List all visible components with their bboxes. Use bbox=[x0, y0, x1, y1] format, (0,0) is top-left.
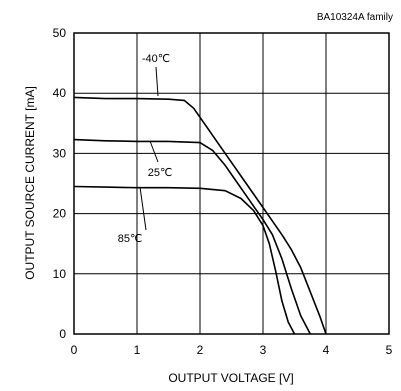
annotation-leader bbox=[155, 66, 159, 97]
series-line bbox=[73, 96, 327, 335]
grid bbox=[74, 33, 389, 334]
y-axis-label: OUTPUT SOURCE CURRENT [mA] bbox=[23, 86, 37, 280]
annotation-leader bbox=[149, 140, 159, 163]
series-label: -40℃ bbox=[142, 53, 170, 65]
x-tick-label: 0 bbox=[71, 343, 78, 357]
x-axis-label: OUTPUT VOLTAGE [V] bbox=[168, 371, 293, 385]
series-annotations: -40℃ 25℃ 85℃ bbox=[118, 53, 173, 245]
series-line bbox=[73, 185, 296, 335]
y-tick-label: 20 bbox=[53, 207, 67, 221]
y-tick-label: 10 bbox=[53, 267, 67, 281]
series-line bbox=[73, 138, 312, 335]
series-layer bbox=[73, 96, 327, 335]
annotation-leader bbox=[139, 186, 147, 231]
y-tick-label: 0 bbox=[59, 327, 66, 341]
series-label: 25℃ bbox=[148, 167, 173, 179]
x-tick-label: 5 bbox=[386, 343, 393, 357]
plot-background bbox=[74, 33, 389, 334]
x-tick-label: 3 bbox=[260, 343, 267, 357]
series-label: 85℃ bbox=[118, 233, 143, 245]
y-tick-label: 50 bbox=[53, 26, 67, 40]
y-tick-label: 30 bbox=[53, 146, 67, 160]
x-tick-label: 2 bbox=[197, 343, 204, 357]
x-tick-label: 4 bbox=[323, 343, 330, 357]
chart-title: BA10324A family bbox=[317, 12, 393, 23]
y-tick-label: 40 bbox=[53, 86, 67, 100]
x-tick-label: 1 bbox=[134, 343, 141, 357]
plot-frame bbox=[73, 32, 390, 335]
